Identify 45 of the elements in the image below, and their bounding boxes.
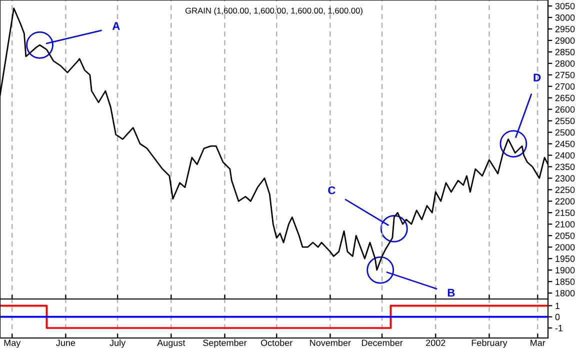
y-tick-label: 1950 bbox=[556, 256, 575, 262]
y-tick-label: 2450 bbox=[555, 140, 575, 148]
x-tick-label: September bbox=[203, 339, 247, 348]
y-tick-label: 2100 bbox=[555, 221, 575, 228]
annotation: A bbox=[112, 22, 120, 30]
x-tick-label: December bbox=[362, 339, 403, 346]
annotation: C bbox=[328, 186, 336, 194]
y-tick-label: -1 bbox=[555, 325, 563, 332]
y-tick-label: 3050 bbox=[555, 2, 575, 10]
x-tick-label: Mar bbox=[530, 340, 546, 346]
x-tick-label: October bbox=[260, 339, 292, 346]
x-tick-label: June bbox=[56, 340, 76, 346]
annotation: D bbox=[534, 74, 541, 82]
y-tick-label: 2500 bbox=[555, 129, 575, 136]
y-tick-label: 2400 bbox=[555, 152, 575, 159]
x-tick-label: February bbox=[472, 339, 508, 348]
y-tick-label: 0 bbox=[555, 314, 560, 320]
x-tick-label: August bbox=[157, 340, 186, 348]
y-tick-label: 2000 bbox=[555, 244, 575, 250]
y-tick-label: 2900 bbox=[555, 37, 575, 44]
y-tick-label: 2800 bbox=[555, 60, 575, 67]
y-tick-label: 2750 bbox=[555, 72, 575, 78]
y-tick-label: 2300 bbox=[555, 175, 575, 182]
y-tick-label: 2200 bbox=[555, 198, 575, 205]
y-tick-label: 1850 bbox=[556, 278, 575, 285]
y-tick-label: 2150 bbox=[555, 210, 575, 216]
y-tick-label: 2650 bbox=[555, 94, 575, 102]
y-tick-label: 1800 bbox=[556, 290, 575, 296]
x-tick-label: 2002 bbox=[426, 340, 446, 346]
x-tick-label: July bbox=[110, 339, 126, 348]
y-tick-label: 2050 bbox=[555, 232, 575, 239]
y-tick-label: 3000 bbox=[555, 14, 575, 21]
y-tick-label: 2550 bbox=[555, 118, 575, 124]
y-tick-label: 1 bbox=[556, 302, 560, 309]
y-tick-label: 2350 bbox=[555, 164, 575, 170]
annotation: B bbox=[448, 288, 455, 297]
y-tick-label: 2950 bbox=[555, 26, 575, 32]
y-tick-label: 2600 bbox=[555, 106, 575, 113]
y-tick-label: 2250 bbox=[555, 186, 575, 194]
text: GRAIN (1,600.00, 1,600.00, 1,600.00, 1,600.00) bbox=[185, 7, 362, 16]
x-tick-label: May bbox=[4, 340, 21, 348]
x-tick-label: November bbox=[310, 339, 351, 346]
y-tick-label: 2850 bbox=[555, 48, 575, 56]
y-tick-label: 2700 bbox=[555, 83, 575, 90]
y-tick-label: 1900 bbox=[556, 267, 575, 274]
